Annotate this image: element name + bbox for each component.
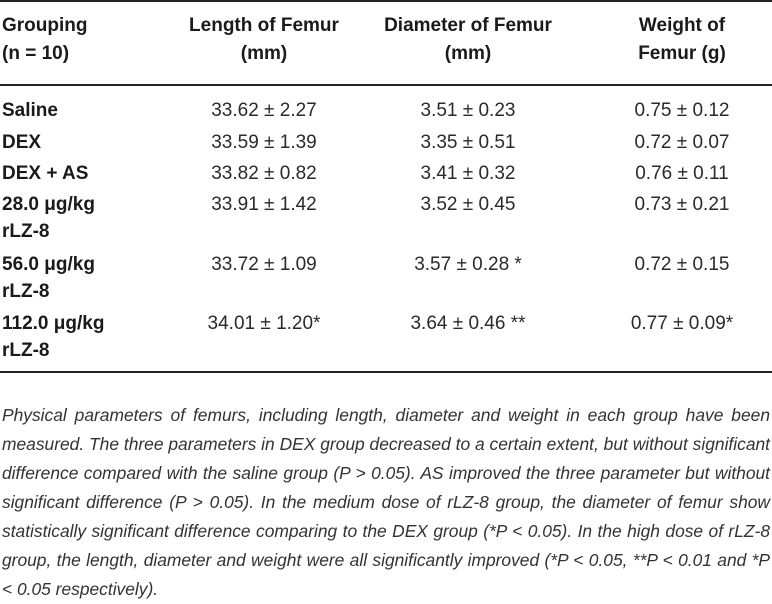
row-diameter-cell: 3.51 ± 0.23 — [420, 100, 516, 121]
table-footnote: Physical parameters of femurs, including… — [2, 405, 770, 600]
row-group-label: 28.0 μg/kg — [2, 194, 95, 215]
row-length-cell: 33.82 ± 0.82 — [211, 163, 317, 184]
header-weight-line2: Femur (g) — [638, 43, 726, 64]
row-group-cell: DEX — [2, 129, 41, 156]
table-top-rule — [0, 0, 772, 2]
row-group-cell: 56.0 μg/kg rLZ-8 — [2, 251, 95, 305]
row-group-label-line2: rLZ-8 — [2, 221, 50, 242]
header-length: Length of Femur (mm) — [164, 12, 364, 68]
table-header-rule — [0, 84, 772, 86]
row-group-label: Saline — [2, 100, 58, 121]
row-group-cell: Saline — [2, 97, 58, 124]
row-group-cell: 28.0 μg/kg rLZ-8 — [2, 191, 95, 245]
row-group-cell: 112.0 μg/kg rLZ-8 — [2, 310, 104, 364]
row-weight-cell: 0.76 ± 0.11 — [635, 163, 729, 184]
row-group-label: 56.0 μg/kg — [2, 254, 95, 275]
row-weight-cell: 0.73 ± 0.21 — [634, 194, 730, 215]
row-group-label-line2: rLZ-8 — [2, 281, 50, 302]
header-diameter-line2: (mm) — [444, 43, 492, 64]
row-group-label: DEX + AS — [2, 163, 89, 184]
row-weight-cell: 0.75 ± 0.12 — [634, 100, 730, 121]
header-weight-line1: Weight of — [638, 15, 726, 36]
row-length-cell: 34.01 ± 1.20* — [207, 313, 321, 334]
row-weight-cell: 0.77 ± 0.09* — [630, 313, 734, 334]
header-diameter-line1: Diameter of Femur — [384, 15, 552, 36]
header-weight: Weight of Femur (g) — [592, 12, 772, 68]
header-grouping-line2: (n = 10) — [2, 43, 70, 64]
row-group-label: DEX — [2, 132, 42, 153]
table-bottom-rule — [0, 371, 772, 373]
row-diameter-cell: 3.41 ± 0.32 — [420, 163, 516, 184]
row-weight-cell: 0.72 ± 0.15 — [634, 254, 730, 275]
header-grouping: Grouping (n = 10) — [2, 12, 87, 68]
header-length-line2: (mm) — [240, 43, 288, 64]
row-group-label: 112.0 μg/kg — [2, 313, 105, 334]
row-length-cell: 33.72 ± 1.09 — [211, 254, 317, 275]
row-length-cell: 33.62 ± 2.27 — [211, 100, 317, 121]
row-diameter-cell: 3.35 ± 0.51 — [420, 132, 516, 153]
header-diameter: Diameter of Femur (mm) — [380, 12, 556, 68]
row-diameter-cell: 3.57 ± 0.28 * — [414, 254, 522, 275]
row-length-cell: 33.59 ± 1.39 — [211, 132, 317, 153]
row-diameter-cell: 3.52 ± 0.45 — [420, 194, 516, 215]
header-length-line1: Length of Femur — [189, 15, 339, 36]
row-group-cell: DEX + AS — [2, 160, 88, 187]
header-grouping-line1: Grouping — [2, 15, 88, 36]
row-length-cell: 33.91 ± 1.42 — [211, 194, 317, 215]
row-group-label-line2: rLZ-8 — [2, 340, 50, 361]
row-weight-cell: 0.72 ± 0.07 — [634, 132, 730, 153]
row-diameter-cell: 3.64 ± 0.46 ** — [410, 313, 526, 334]
